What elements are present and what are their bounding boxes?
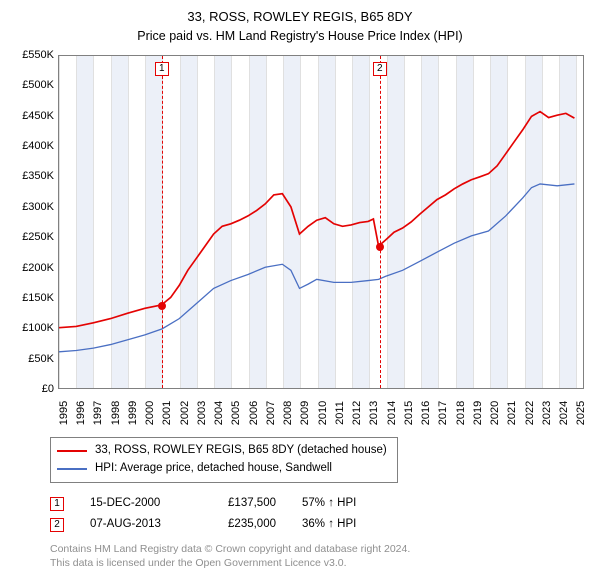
legend-label-1: 33, ROSS, ROWLEY REGIS, B65 8DY (detache… (95, 442, 387, 460)
x-axis-label: 2024 (558, 401, 570, 425)
legend-swatch-1 (57, 450, 87, 452)
sale-price: £235,000 (206, 514, 276, 536)
title-block: 33, ROSS, ROWLEY REGIS, B65 8DY Price pa… (10, 8, 590, 45)
subtitle: Price paid vs. HM Land Registry's House … (10, 27, 590, 45)
x-axis-label: 2001 (161, 401, 173, 425)
x-axis-label: 2009 (299, 401, 311, 425)
legend-item-series2: HPI: Average price, detached house, Sand… (57, 460, 387, 478)
sale-marker-dot (376, 243, 384, 251)
x-axis-label: 2013 (368, 401, 380, 425)
y-axis-label: £50K (28, 353, 54, 365)
series-line-1 (59, 184, 574, 352)
x-axis-label: 2025 (575, 401, 587, 425)
sale-marker-number: 2 (373, 62, 387, 76)
x-axis-label: 2010 (317, 401, 329, 425)
chart-area: £0 £50K £100K £150K £200K £250K £300K £350K £400… (10, 51, 590, 431)
sales-table: 1 15-DEC-2000 £137,500 57% ↑ HPI 2 07-AUG-201… (50, 493, 590, 537)
sale-num: 2 (50, 518, 64, 532)
y-axis-label: £150K (22, 292, 54, 304)
y-axis-label: £100K (22, 322, 54, 334)
chart-container: 33, ROSS, ROWLEY REGIS, B65 8DY Price pa… (0, 0, 600, 560)
y-axis-label: £450K (22, 110, 54, 122)
y-axis: £0£50K£100K£150K£200K£250K£300K£350K£400… (10, 51, 56, 389)
x-axis-label: 1995 (58, 401, 70, 425)
x-axis-label: 1997 (92, 401, 104, 425)
sale-row: 2 07-AUG-2013 £235,000 36% ↑ HPI (50, 514, 590, 536)
sale-marker-dot (158, 302, 166, 310)
x-axis-label: 2017 (437, 401, 449, 425)
x-axis-label: 2003 (196, 401, 208, 425)
y-axis-label: £550K (22, 49, 54, 61)
x-axis: 1995 1996 1997 1998 1999 2000 2001 2002 2003 2004… (58, 391, 584, 431)
legend-item-series1: 33, ROSS, ROWLEY REGIS, B65 8DY (detache… (57, 442, 387, 460)
x-axis-label: 2021 (506, 401, 518, 425)
y-axis-label: £400K (22, 140, 54, 152)
x-axis-label: 2005 (230, 401, 242, 425)
x-axis-label: 2002 (179, 401, 191, 425)
credit-line-2: This data is licensed under the Open Gov… (50, 556, 590, 570)
address-title: 33, ROSS, ROWLEY REGIS, B65 8DY (10, 8, 590, 27)
x-axis-label: 2015 (403, 401, 415, 425)
sale-row: 1 15-DEC-2000 £137,500 57% ↑ HPI (50, 493, 590, 515)
y-axis-label: £0 (42, 383, 54, 395)
series-line-0 (59, 112, 574, 328)
x-axis-label: 1999 (127, 401, 139, 425)
x-axis-label: 2018 (455, 401, 467, 425)
x-axis-label: 2000 (144, 401, 156, 425)
y-axis-label: £300K (22, 201, 54, 213)
x-axis-label: 2014 (386, 401, 398, 425)
y-axis-label: £250K (22, 231, 54, 243)
x-axis-label: 2008 (282, 401, 294, 425)
x-axis-label: 1998 (110, 401, 122, 425)
x-axis-label: 2020 (489, 401, 501, 425)
y-axis-label: £200K (22, 262, 54, 274)
legend-swatch-2 (57, 468, 87, 470)
x-axis-label: 2007 (265, 401, 277, 425)
x-axis-label: 2016 (420, 401, 432, 425)
credit-line-1: Contains HM Land Registry data © Crown c… (50, 542, 590, 556)
legend: 33, ROSS, ROWLEY REGIS, B65 8DY (detache… (50, 437, 398, 483)
sale-marker-line (162, 56, 163, 388)
x-axis-label: 2022 (524, 401, 536, 425)
x-axis-label: 2012 (351, 401, 363, 425)
sale-marker-number: 1 (155, 62, 169, 76)
sale-date: 15-DEC-2000 (90, 493, 180, 515)
x-axis-label: 2006 (248, 401, 260, 425)
plot-area: 12 (58, 55, 584, 389)
y-axis-label: £350K (22, 170, 54, 182)
sale-price: £137,500 (206, 493, 276, 515)
x-axis-label: 2023 (541, 401, 553, 425)
sale-marker-line (380, 56, 381, 388)
line-series-svg (59, 56, 583, 388)
x-axis-label: 2019 (472, 401, 484, 425)
legend-label-2: HPI: Average price, detached house, Sand… (95, 460, 332, 478)
x-axis-label: 2011 (334, 401, 346, 425)
sale-num: 1 (50, 497, 64, 511)
y-axis-label: £500K (22, 79, 54, 91)
x-axis-label: 2004 (213, 401, 225, 425)
sale-pct: 57% ↑ HPI (302, 493, 382, 515)
x-axis-label: 1996 (75, 401, 87, 425)
credits: Contains HM Land Registry data © Crown c… (50, 542, 590, 570)
sale-date: 07-AUG-2013 (90, 514, 180, 536)
sale-pct: 36% ↑ HPI (302, 514, 382, 536)
